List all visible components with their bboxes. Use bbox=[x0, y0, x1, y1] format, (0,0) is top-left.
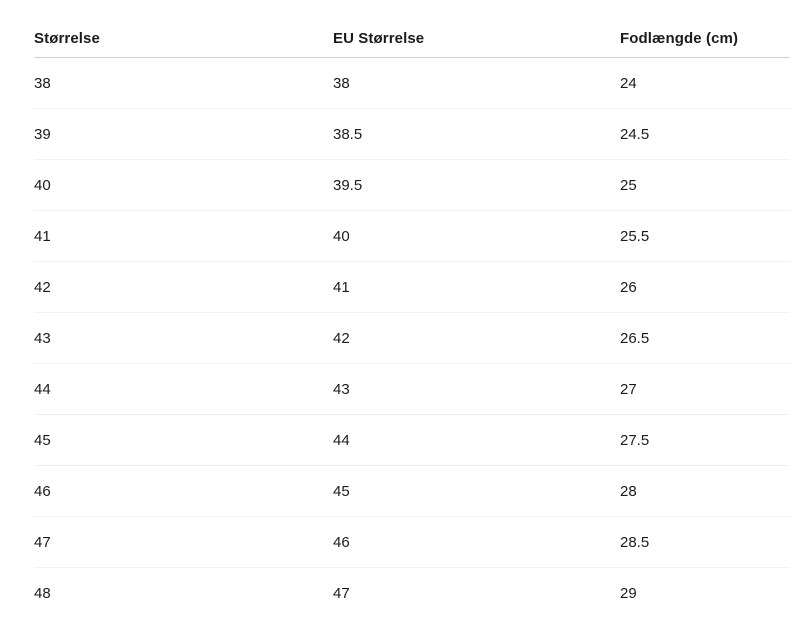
cell-fodlaengde: 28 bbox=[620, 465, 790, 517]
cell-eu-storrelse: 40 bbox=[333, 210, 620, 262]
table-body: 38 38 24 39 38.5 24.5 40 39.5 25 41 40 2… bbox=[34, 57, 790, 619]
table-row: 48 47 29 bbox=[34, 568, 790, 619]
table-row: 39 38.5 24.5 bbox=[34, 108, 790, 160]
cell-storrelse: 46 bbox=[34, 465, 333, 517]
table-row: 46 45 28 bbox=[34, 465, 790, 517]
table-row: 44 43 27 bbox=[34, 363, 790, 415]
cell-storrelse: 47 bbox=[34, 516, 333, 568]
column-header-fodlaengde-cm: Fodlængde (cm) bbox=[620, 2, 790, 58]
cell-fodlaengde: 24 bbox=[620, 57, 790, 109]
table-row: 42 41 26 bbox=[34, 261, 790, 313]
shoe-size-conversion-table: Størrelse EU Størrelse Fodlængde (cm) 38… bbox=[34, 2, 790, 618]
cell-fodlaengde: 26.5 bbox=[620, 312, 790, 364]
cell-eu-storrelse: 43 bbox=[333, 363, 620, 415]
cell-storrelse: 40 bbox=[34, 159, 333, 211]
table-row: 45 44 27.5 bbox=[34, 414, 790, 466]
cell-storrelse: 45 bbox=[34, 414, 333, 466]
cell-eu-storrelse: 38.5 bbox=[333, 108, 620, 160]
table-row: 43 42 26.5 bbox=[34, 312, 790, 364]
column-header-storrelse: Størrelse bbox=[34, 2, 333, 58]
cell-fodlaengde: 27 bbox=[620, 363, 790, 415]
cell-storrelse: 48 bbox=[34, 584, 51, 602]
cell-storrelse: 42 bbox=[34, 261, 333, 313]
cell-storrelse: 41 bbox=[34, 210, 333, 262]
cell-eu-storrelse: 44 bbox=[333, 414, 620, 466]
table-row: 40 39.5 25 bbox=[34, 159, 790, 211]
cell-storrelse: 39 bbox=[34, 108, 333, 160]
cell-storrelse: 43 bbox=[34, 312, 333, 364]
cell-eu-storrelse: 45 bbox=[333, 465, 620, 517]
cell-fodlaengde: 24.5 bbox=[620, 108, 790, 160]
cell-fodlaengde: 26 bbox=[620, 261, 790, 313]
cell-storrelse: 38 bbox=[34, 57, 333, 109]
cell-storrelse: 44 bbox=[34, 363, 333, 415]
cell-eu-storrelse: 47 bbox=[333, 584, 350, 602]
table-row: 47 46 28.5 bbox=[34, 516, 790, 568]
column-header-eu-storrelse: EU Størrelse bbox=[333, 2, 620, 58]
cell-eu-storrelse: 42 bbox=[333, 312, 620, 364]
cell-fodlaengde: 27.5 bbox=[620, 414, 790, 466]
cell-eu-storrelse: 39.5 bbox=[333, 159, 620, 211]
cell-fodlaengde: 28.5 bbox=[620, 516, 790, 568]
cell-fodlaengde: 29 bbox=[620, 584, 637, 602]
cell-fodlaengde: 25.5 bbox=[620, 210, 790, 262]
cell-eu-storrelse: 41 bbox=[333, 261, 620, 313]
table-header-row: Størrelse EU Størrelse Fodlængde (cm) bbox=[34, 2, 790, 58]
table-row: 38 38 24 bbox=[34, 57, 790, 109]
cell-fodlaengde: 25 bbox=[620, 159, 790, 211]
cell-eu-storrelse: 38 bbox=[333, 57, 620, 109]
cell-eu-storrelse: 46 bbox=[333, 516, 620, 568]
table-row: 41 40 25.5 bbox=[34, 210, 790, 262]
